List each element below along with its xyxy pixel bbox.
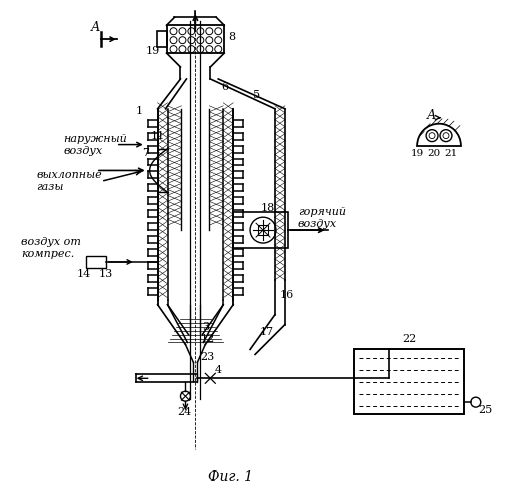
Text: 23: 23 (200, 352, 214, 362)
Text: 20: 20 (428, 149, 441, 158)
Text: воздух от: воздух от (21, 237, 81, 247)
Text: А: А (426, 110, 436, 122)
Bar (354, 350, 464, 414)
Text: 7: 7 (142, 148, 149, 158)
Text: 5: 5 (253, 90, 261, 100)
Text: 13: 13 (99, 269, 113, 279)
Text: 21: 21 (445, 149, 458, 158)
Text: 3: 3 (202, 322, 209, 332)
Text: 16: 16 (280, 290, 294, 300)
Text: 17: 17 (260, 326, 274, 336)
Text: компрес.: компрес. (21, 249, 74, 259)
Text: 8: 8 (229, 32, 235, 42)
Bar (233, 212, 288, 248)
Text: 14: 14 (77, 269, 91, 279)
Text: 11: 11 (150, 130, 165, 140)
Bar (166, 26, 224, 53)
Text: воздух: воздух (63, 146, 102, 156)
Text: 24: 24 (177, 407, 192, 417)
Text: 1: 1 (136, 106, 143, 116)
Text: газы: газы (36, 182, 64, 192)
Bar (258, 225, 268, 235)
Text: 19: 19 (146, 46, 160, 56)
Text: 18: 18 (261, 203, 275, 213)
Text: 19: 19 (410, 149, 424, 158)
Text: горячий: горячий (298, 207, 346, 217)
Text: 22: 22 (402, 334, 416, 344)
Text: 4: 4 (215, 366, 222, 376)
Bar (157, 31, 166, 47)
Text: 6: 6 (222, 82, 229, 92)
Text: 25: 25 (479, 405, 493, 415)
Text: воздух: воздух (298, 219, 337, 229)
Text: А: А (91, 20, 101, 34)
Text: Фиг. 1: Фиг. 1 (208, 470, 253, 484)
Bar (86, 256, 106, 268)
Text: 12: 12 (200, 334, 214, 344)
Text: выхлопные: выхлопные (36, 170, 102, 180)
Text: наружный: наружный (63, 134, 127, 143)
